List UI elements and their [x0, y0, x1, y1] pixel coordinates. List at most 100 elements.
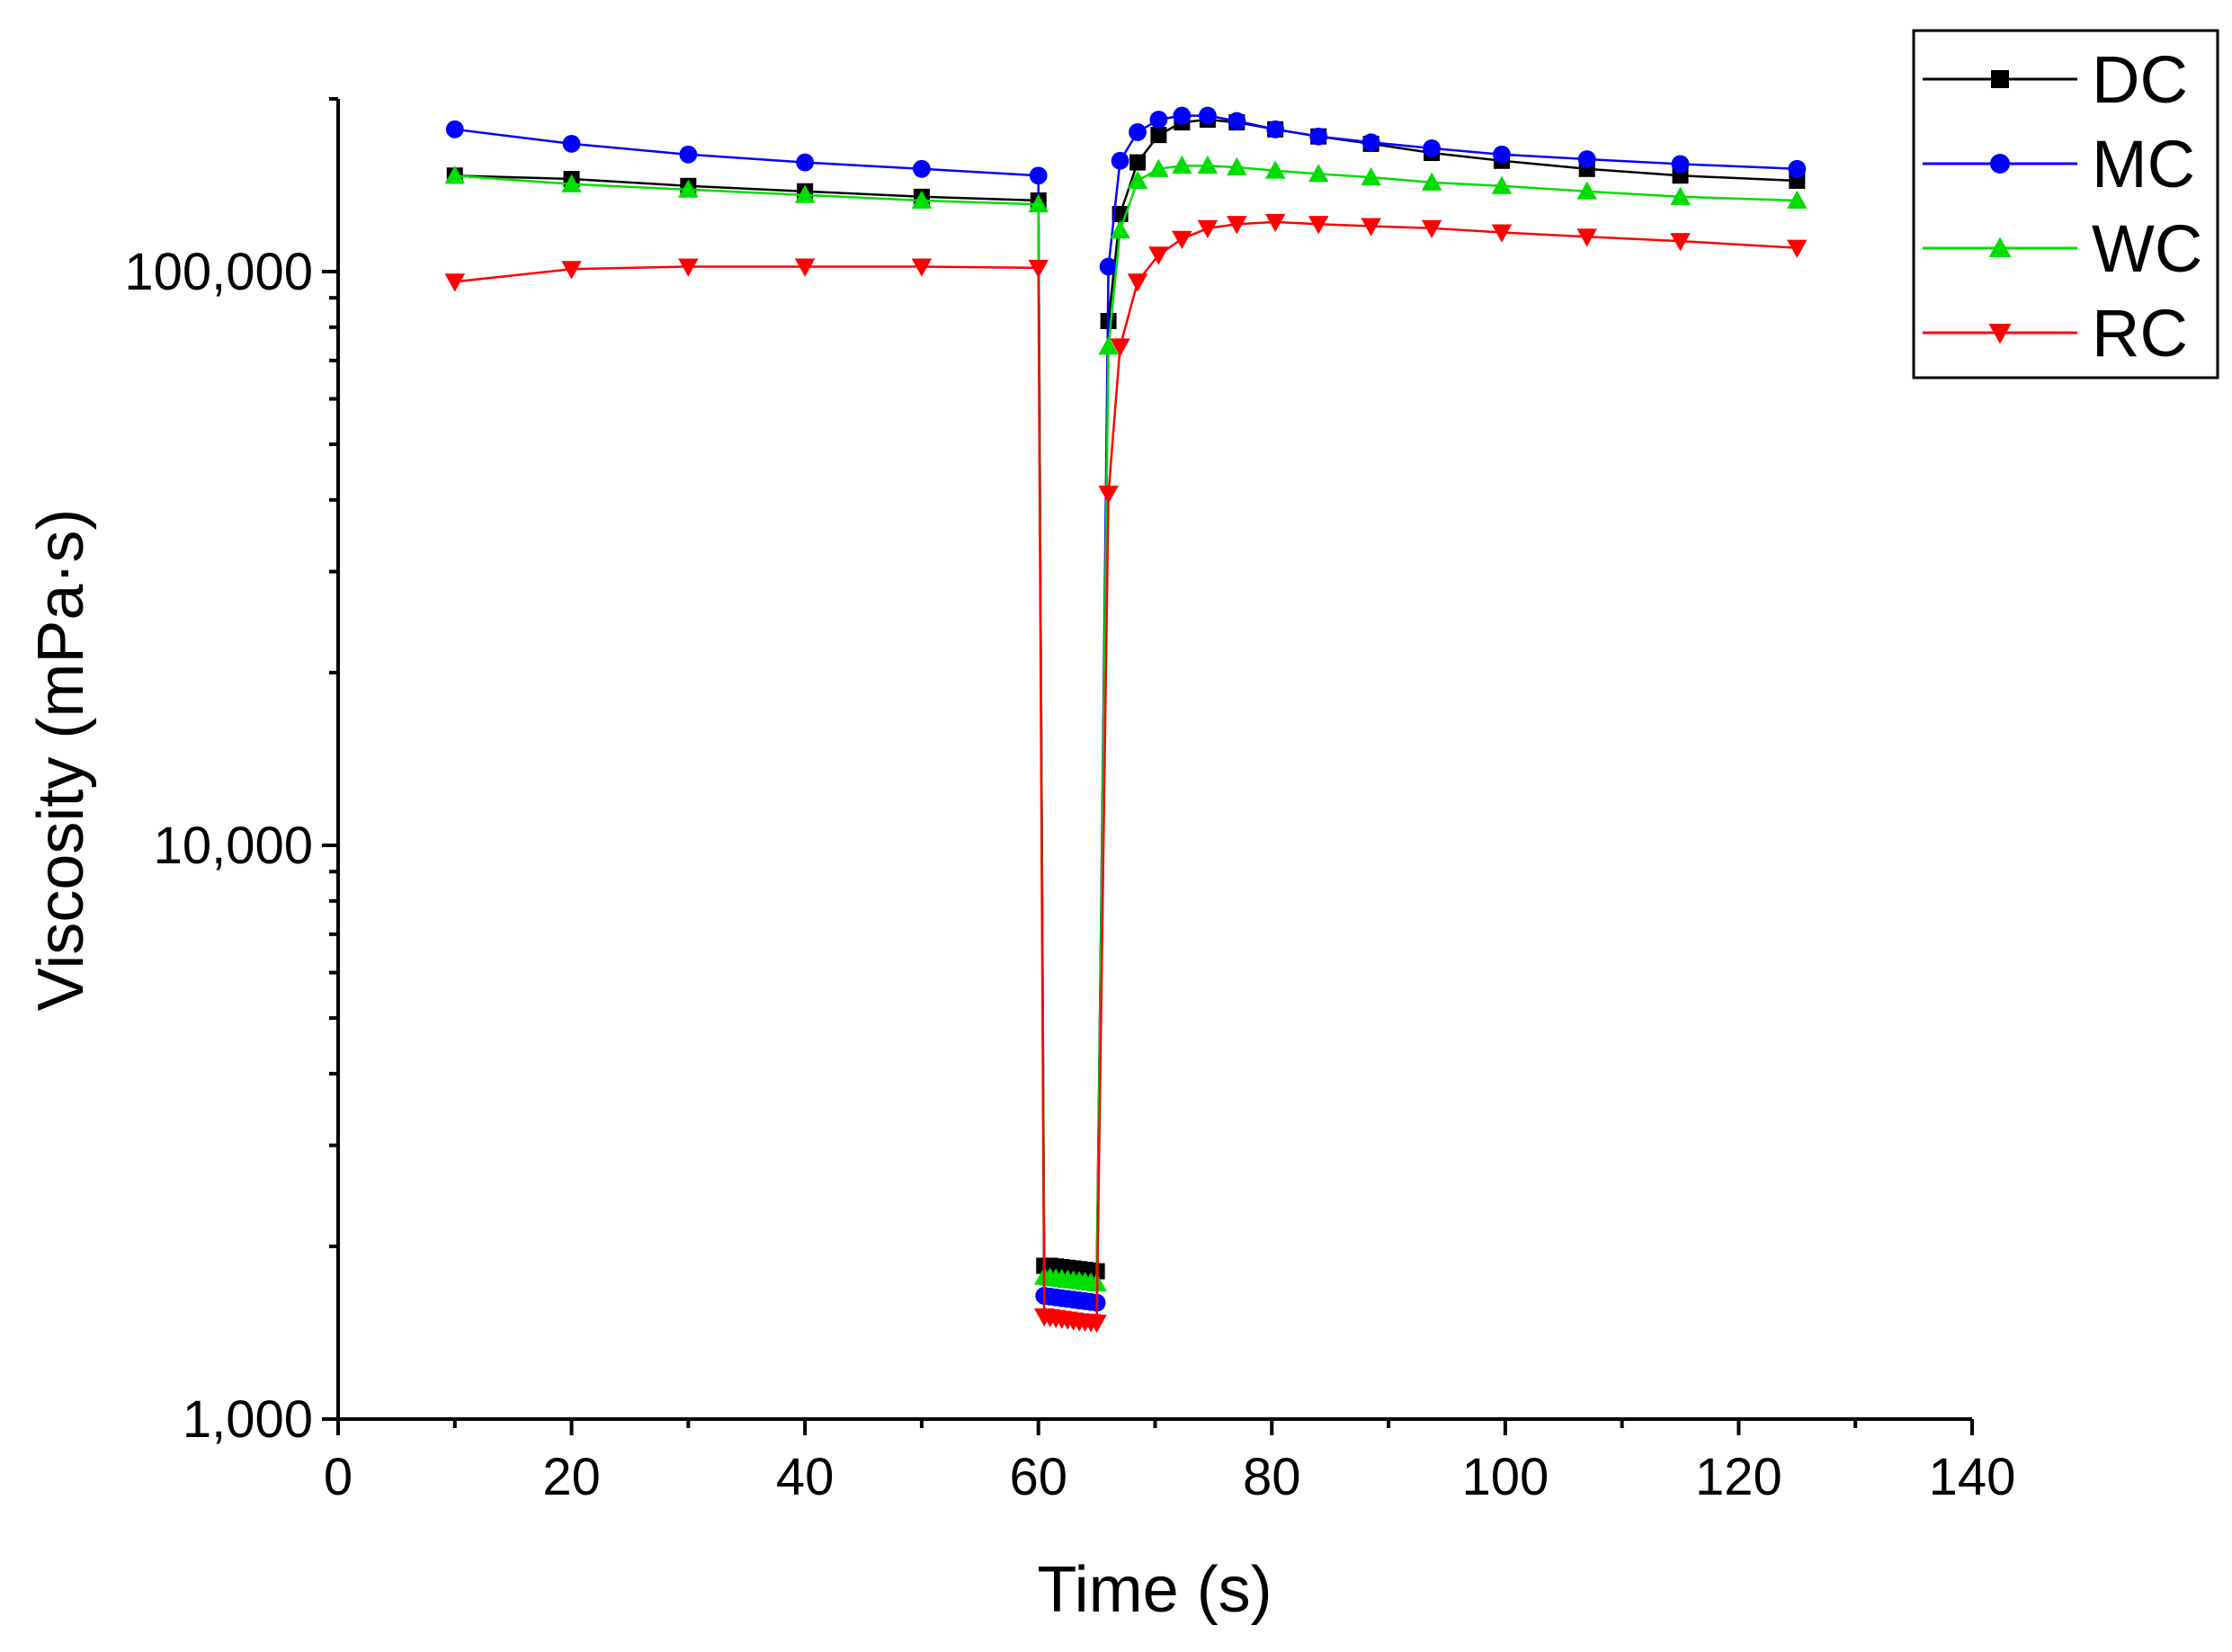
- legend-label-wc: WC: [2092, 211, 2202, 286]
- y-tick-label: 10,000: [154, 817, 313, 875]
- ticks: 0 20 40 60 80 100 120 140 1,000 10,000 100,000: [124, 96, 2016, 1506]
- y-axis-title: Viscosity (mPa·s): [25, 509, 97, 1012]
- data-point-wc: [444, 165, 466, 184]
- legend-frame: [1912, 29, 2219, 380]
- data-point-rc: [1086, 1314, 1107, 1334]
- data-point-wc: [794, 184, 816, 203]
- data-point-wc: [1110, 219, 1130, 239]
- x-tick-label: 0: [324, 1448, 353, 1506]
- data-point-wc: [1264, 160, 1286, 179]
- data-point-wc: [1491, 175, 1513, 194]
- data-point-mc: [1671, 155, 1690, 174]
- data-point-rc: [1421, 219, 1442, 239]
- series-rc: [444, 213, 1808, 1334]
- legend: DC MC WC RC: [1912, 29, 2219, 380]
- data-point-wc: [1148, 158, 1169, 177]
- data-point-mc: [1423, 139, 1441, 157]
- legend-label-mc: MC: [2092, 127, 2195, 201]
- data-point-mc: [1493, 145, 1511, 164]
- data-point-rc: [1028, 259, 1049, 279]
- x-tick-label: 40: [776, 1448, 835, 1506]
- data-point-rc: [1576, 228, 1597, 247]
- x-tick-label: 60: [1009, 1448, 1067, 1506]
- x-tick-label: 100: [1461, 1448, 1549, 1506]
- data-point-rc: [1172, 230, 1192, 249]
- series-line-wc: [454, 164, 1798, 1285]
- data-point-mc: [1029, 166, 1048, 185]
- data-point-mc: [679, 145, 698, 164]
- x-axis-title: Time (s): [1037, 1554, 1272, 1626]
- data-point-mc: [445, 120, 464, 138]
- x-tick-label: 20: [542, 1448, 601, 1506]
- data-point-rc: [1148, 246, 1169, 265]
- data-point-mc: [1788, 159, 1807, 178]
- data-point-wc: [1670, 186, 1691, 205]
- series-layer: [444, 106, 1808, 1334]
- data-point-wc: [1028, 193, 1049, 213]
- legend-label-dc: DC: [2092, 42, 2188, 117]
- legend-marker-rc: [1988, 324, 2012, 344]
- data-point-rc: [678, 258, 699, 277]
- data-point-rc: [1197, 219, 1219, 239]
- data-point-mc: [1173, 106, 1192, 125]
- data-point-mc: [562, 135, 581, 153]
- data-point-mc: [1228, 112, 1246, 130]
- data-point-rc: [1127, 273, 1148, 292]
- data-point-rc: [1110, 338, 1130, 357]
- data-point-mc: [1099, 257, 1118, 276]
- data-point-rc: [1787, 239, 1808, 258]
- legend-marker-wc: [1988, 237, 2012, 257]
- data-point-rc: [1098, 486, 1119, 505]
- data-point-wc: [561, 174, 582, 192]
- y-tick-label: 100,000: [124, 243, 313, 301]
- data-point-rc: [1264, 213, 1286, 233]
- data-point-wc: [1421, 172, 1442, 191]
- data-point-wc: [1127, 170, 1148, 189]
- data-point-mc: [1111, 151, 1129, 170]
- data-point-wc: [1787, 190, 1808, 209]
- x-tick-label: 140: [1929, 1448, 2016, 1506]
- data-point-mc: [1362, 133, 1380, 152]
- data-point-wc: [1308, 164, 1329, 183]
- data-point-mc: [1199, 106, 1217, 125]
- series-dc: [446, 112, 1806, 1280]
- data-point-mc: [1577, 150, 1596, 168]
- x-tick-label: 120: [1695, 1448, 1782, 1506]
- data-point-wc: [1576, 181, 1597, 200]
- data-point-rc: [1308, 216, 1329, 235]
- data-point-rc: [911, 258, 933, 277]
- axes: [336, 99, 1972, 1421]
- y-tick-label: 1,000: [183, 1390, 313, 1449]
- data-point-rc: [1670, 233, 1691, 252]
- data-point-mc: [1309, 127, 1328, 146]
- data-point-mc: [1129, 123, 1147, 141]
- data-point-dc: [1129, 154, 1147, 171]
- data-point-wc: [911, 190, 933, 209]
- series-line-mc: [454, 114, 1798, 1305]
- data-point-wc: [1197, 155, 1219, 174]
- series-line-dc: [454, 118, 1798, 1273]
- series-mc: [445, 106, 1807, 1312]
- data-point-wc: [1098, 336, 1119, 355]
- data-point-wc: [1361, 166, 1381, 186]
- data-point-rc: [561, 261, 582, 280]
- data-point-wc: [678, 179, 699, 198]
- legend-marker-dc: [1991, 70, 2009, 88]
- data-point-rc: [1491, 224, 1513, 243]
- data-point-wc: [1172, 155, 1192, 174]
- data-point-rc: [444, 273, 466, 292]
- legend-label-rc: RC: [2092, 296, 2188, 371]
- data-point-rc: [1227, 216, 1247, 235]
- x-tick-label: 80: [1243, 1448, 1301, 1506]
- legend-marker-mc: [1990, 154, 2010, 174]
- data-point-wc: [1227, 156, 1247, 175]
- data-point-rc: [1361, 218, 1381, 237]
- data-point-mc: [1149, 111, 1168, 129]
- data-point-dc: [1150, 127, 1167, 144]
- data-point-rc: [794, 258, 816, 277]
- data-point-mc: [913, 159, 931, 178]
- data-point-mc: [1266, 120, 1285, 138]
- data-point-mc: [796, 153, 815, 172]
- series-line-rc: [454, 220, 1798, 1325]
